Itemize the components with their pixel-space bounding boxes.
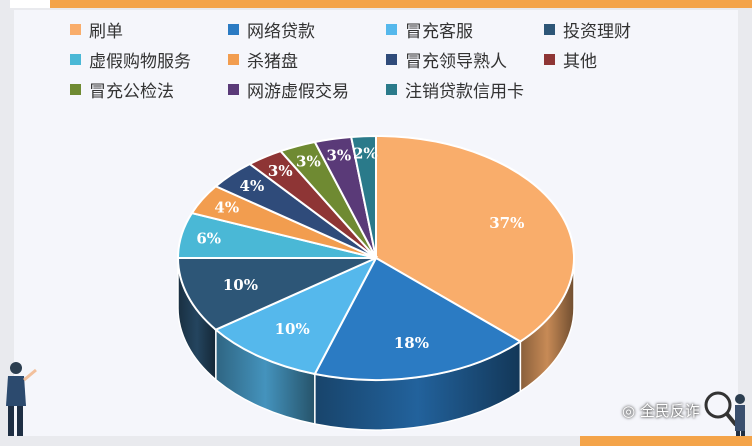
legend-swatch [70,54,81,65]
legend-swatch [386,84,397,95]
legend-swatch [544,24,555,35]
legend-swatch [70,84,81,95]
pie-slice [313,256,523,381]
legend-label: 其他 [563,52,597,72]
legend-label: 注销贷款信用卡 [405,82,524,102]
pie-slice-label: 2% [353,144,378,162]
legend-item: 其他 [544,48,690,72]
watermark-text: 全民反诈 [639,402,700,420]
pie-top [176,134,575,381]
legend-swatch [228,84,239,95]
pie-slice [176,257,377,331]
bottom-accent-bar [580,436,752,446]
legend-label: 投资理财 [563,22,631,42]
pie-slice-label: 4% [214,198,239,216]
pie-slice [375,134,575,343]
legend-label: 冒充领导熟人 [405,52,507,72]
legend-item: 冒充客服 [386,18,544,42]
watermark: ◎ 全民反诈 [622,400,700,421]
businessman-pointing-figure [6,362,37,436]
pie-labels: 37%18%10%10%6%4%4%3%3% 3% 2% [196,144,524,352]
pie-slice-label: 37% [489,214,524,232]
legend-swatch [228,24,239,35]
legend-item: 注销贷款信用卡 [386,78,544,102]
pie-slice-label: 3% [296,153,321,171]
pie-slice-label: 18% [394,334,429,352]
legend-swatch [70,24,81,35]
legend-label: 虚假购物服务 [89,52,191,72]
pie-slice-label: 10% [223,276,258,294]
legend-swatch [386,24,397,35]
legend-swatch [386,54,397,65]
chart-legend: 刷单 网络贷款 冒充客服 投资理财虚假购物服务 杀猪盘 冒充领导熟人 其他冒充公检法 网游虚假… [70,18,690,102]
legend-item: 网络贷款 [228,18,386,42]
pie-slice-label: 6% [196,229,221,247]
legend-item: 刷单 [70,18,228,42]
legend-swatch [544,54,555,65]
legend-label: 网游虚假交易 [247,82,349,102]
legend-label: 杀猪盘 [247,52,298,72]
legend-swatch [228,54,239,65]
legend-label: 刷单 [89,22,123,42]
pie-slice-label: 3% [327,147,352,165]
pie-slice-label: 10% [275,320,310,338]
top-accent-bar [10,0,752,8]
legend-item: 冒充公检法 [70,78,228,102]
legend-label: 冒充客服 [405,22,473,42]
pie-slice-label: 4% [240,177,265,195]
wechat-icon: ◎ [622,402,636,420]
pie-slice-label: 3% [268,162,293,180]
pie-slice [213,255,379,376]
legend-item: 投资理财 [544,18,690,42]
legend-item: 虚假购物服务 [70,48,228,72]
top-accent-notch [10,0,50,8]
legend-label: 网络贷款 [247,22,315,42]
legend-item: 杀猪盘 [228,48,386,72]
legend-label: 冒充公检法 [89,82,174,102]
legend-item: 网游虚假交易 [228,78,386,102]
legend-item: 冒充领导熟人 [386,48,544,72]
pie-slice [349,134,377,259]
